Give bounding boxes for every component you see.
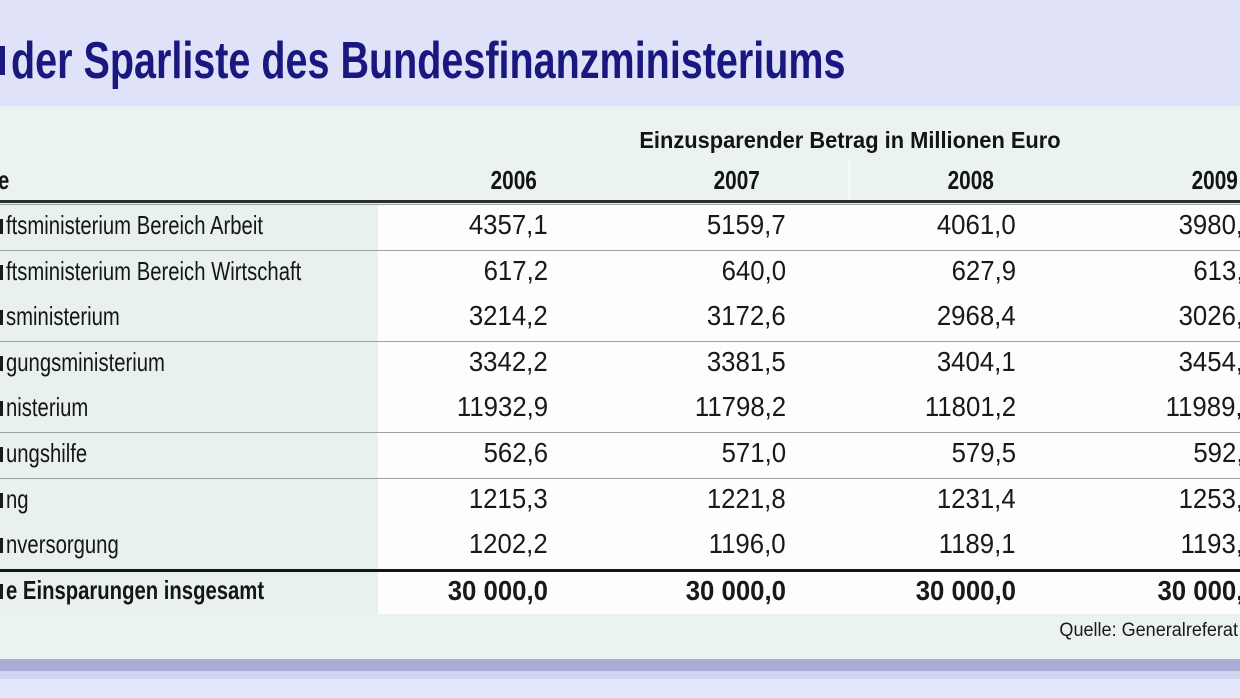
unit-header: Einzusparender Betrag in Millionen Euro: [639, 127, 1061, 153]
table-body: ftsministerium Bereich Arbeit 4357,1 515…: [0, 204, 1240, 614]
row-label-cell: sministerium: [0, 296, 378, 342]
bottom-band-light: [0, 679, 1240, 698]
value-2009: 1253,: [1018, 478, 1240, 524]
row-label-cell: gungsministerium: [0, 341, 378, 387]
value-2008: 2968,4: [788, 296, 1018, 342]
value-2006: 562,6: [378, 432, 550, 478]
value-2006: 4357,1: [378, 205, 550, 250]
value-2006: 3342,2: [378, 341, 550, 387]
row-label: ng: [6, 483, 29, 514]
table-row: ftsministerium Bereich Wirtschaft 617,2 …: [0, 249, 1240, 296]
value-2009: 3454,: [1018, 341, 1240, 387]
value-2007: 640,0: [550, 250, 788, 296]
clipped-letter-fragment: [0, 310, 3, 326]
value-2007: 5159,7: [550, 205, 788, 250]
table-row: sministerium 3214,2 3172,6 2968,4 3026,: [0, 295, 1240, 342]
row-label: sministerium: [6, 301, 120, 332]
value-2007: 11798,2: [550, 387, 788, 433]
row-label-cell: nisterium: [0, 387, 378, 433]
value-2009: 613,: [1018, 250, 1240, 296]
total-value-2007: 30 000,0: [550, 571, 788, 614]
total-value-2009: 30 000,: [1018, 571, 1240, 614]
value-2006: 1202,2: [378, 524, 550, 570]
value-2009: 592,: [1018, 432, 1240, 478]
value-2007: 3381,5: [550, 341, 788, 387]
clipped-letter-fragment: [0, 355, 3, 371]
value-2008: 4061,0: [788, 205, 1018, 250]
bottom-band-mid: [0, 671, 1240, 679]
total-value-2008: 30 000,0: [788, 571, 1018, 614]
row-label-cell: ungshilfe: [0, 432, 378, 478]
table-row: ftsministerium Bereich Arbeit 4357,1 515…: [0, 204, 1240, 250]
table-row: ungshilfe 562,6 571,0 579,5 592,: [0, 431, 1240, 478]
clipped-letter-fragment: [0, 538, 3, 554]
value-2007: 3172,6: [550, 296, 788, 342]
value-2008: 579,5: [788, 432, 1018, 478]
value-2009: 3026,: [1018, 296, 1240, 342]
row-label: ftsministerium Bereich Arbeit: [6, 210, 263, 240]
value-2008: 3404,1: [788, 341, 1018, 387]
row-label: nisterium: [6, 392, 89, 423]
table-row: nversorgung 1202,2 1196,0 1189,1 1193,: [0, 523, 1240, 570]
value-2009: 1193,: [1018, 524, 1240, 570]
title-band: der Sparliste des Bundesfinanzministeriu…: [0, 0, 1240, 106]
row-label: gungsministerium: [6, 346, 165, 377]
table-row: ng 1215,3 1221,8 1231,4 1253,: [0, 477, 1240, 524]
row-label-cell: nversorgung: [0, 524, 378, 570]
row-label: ftsministerium Bereich Wirtschaft: [6, 255, 302, 286]
value-2006: 11932,9: [378, 387, 550, 433]
value-2008: 627,9: [788, 250, 1018, 296]
year-header-2007: 2007: [713, 165, 760, 195]
row-label-column-header: e: [0, 160, 378, 205]
year-header-2009: 2009: [1191, 165, 1238, 195]
value-2007: 1196,0: [550, 524, 788, 570]
table: Einzusparender Betrag in Millionen Euro …: [0, 106, 1240, 659]
value-2006: 3214,2: [378, 296, 550, 342]
header-column-separator: [848, 161, 850, 200]
value-2008: 1189,1: [788, 524, 1018, 570]
row-label-cell: ng: [0, 478, 378, 524]
year-header-2006: 2006: [490, 165, 537, 195]
clipped-letter-fragment: [0, 264, 3, 280]
value-2006: 617,2: [378, 250, 550, 296]
clipped-letter-fragment: [0, 583, 3, 599]
source-credit: Quelle: Generalreferat: [1059, 620, 1238, 641]
clipped-letter-fragment: [0, 401, 3, 417]
value-2007: 1221,8: [550, 478, 788, 524]
value-2008: 1231,4: [788, 478, 1018, 524]
title-clipped-letter-fragment: [0, 46, 5, 75]
page-title: der Sparliste des Bundesfinanzministeriu…: [11, 32, 846, 90]
row-label: ungshilfe: [6, 437, 88, 468]
clipped-letter-fragment: [0, 219, 3, 234]
table-row: gungsministerium 3342,2 3381,5 3404,1 34…: [0, 340, 1240, 387]
value-2007: 571,0: [550, 432, 788, 478]
total-row: e Einsparungen insgesamt 30 000,0 30 000…: [0, 568, 1240, 614]
year-header-2008: 2008: [947, 165, 994, 195]
value-2009: 3980,: [1018, 205, 1240, 250]
clipped-letter-fragment: [0, 446, 3, 462]
value-2009: 11989,: [1018, 387, 1240, 433]
value-2006: 1215,3: [378, 478, 550, 524]
bottom-band-dark: [0, 659, 1240, 671]
total-value-2006: 30 000,0: [378, 571, 550, 614]
total-label-cell: e Einsparungen insgesamt: [0, 571, 378, 614]
row-label-cell: ftsministerium Bereich Wirtschaft: [0, 250, 378, 296]
value-2008: 11801,2: [788, 387, 1018, 433]
row-label-cell: ftsministerium Bereich Arbeit: [0, 205, 378, 250]
row-label: nversorgung: [6, 529, 119, 560]
clipped-letter-fragment: [0, 492, 3, 508]
header-rule: [0, 200, 1240, 203]
table-header-row: e 2006 2007 2008 2009: [0, 160, 1240, 200]
table-row: nisterium 11932,9 11798,2 11801,2 11989,: [0, 386, 1240, 433]
